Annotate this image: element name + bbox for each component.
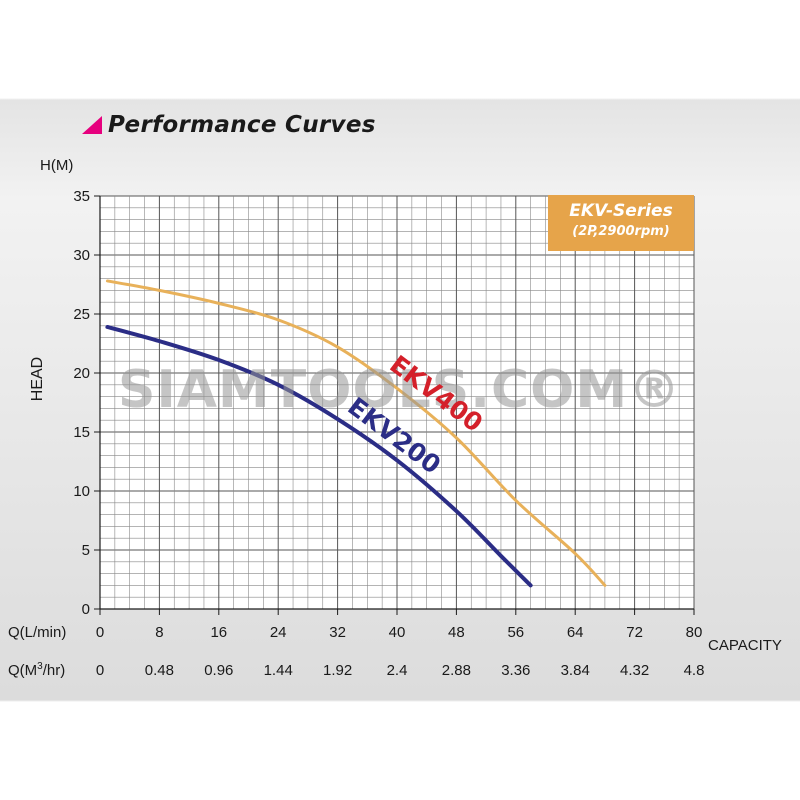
x-tick-label-m3hr: 3.36: [501, 662, 530, 679]
y-ticks: 0 5 10 15 20 25 30 35: [73, 188, 100, 618]
x-tick-label-lmin: 64: [567, 624, 584, 641]
watermark: SIAMTOOLS.COM®: [118, 360, 682, 420]
x-tick-label-lmin: 16: [210, 624, 227, 641]
y-tick-label: 30: [73, 247, 90, 264]
x-tick-label-m3hr: 1.92: [323, 662, 352, 679]
x-row-label-m3hr: Q(M3/hr): [8, 661, 66, 679]
x-row-label-lmin: Q(L/min): [8, 624, 67, 641]
x-tick-label-m3hr: 0.48: [145, 662, 174, 679]
y-tick-label: 25: [73, 306, 90, 323]
y-tick-label: 5: [82, 542, 90, 559]
x-tick-label-lmin: 48: [448, 624, 465, 641]
y-tick-label: 15: [73, 424, 90, 441]
x-tick-label-lmin: 40: [389, 624, 406, 641]
x-axis-label: CAPACITY: [708, 637, 782, 654]
chart-title: Performance Curves: [108, 112, 376, 138]
series-line-ekv200: [105, 324, 533, 588]
series-box-subtitle: (2P,2900rpm): [572, 224, 670, 239]
x-tick-label-lmin: 32: [329, 624, 346, 641]
y-tick-label: 0: [82, 601, 90, 618]
x-ticks-m3hr: 0 0.48 0.96 1.44 1.92 2.4 2.88 3.36 3.84 4.32 4.8: [96, 662, 705, 679]
x-tick-label-m3hr: 3.84: [561, 662, 590, 679]
grid: [99, 195, 695, 610]
series-line-ekv400: [105, 279, 607, 587]
series-box-title: EKV-Series: [569, 201, 673, 221]
x-tick-label-m3hr: 0.96: [204, 662, 233, 679]
x-tick-label-m3hr: 2.4: [387, 662, 408, 679]
x-tick-label-m3hr: 1.44: [264, 662, 293, 679]
triangle-icon: [82, 116, 102, 134]
chart-heading: Performance Curves: [82, 112, 376, 138]
series-legend-box: EKV-Series (2P,2900rpm): [548, 195, 694, 251]
x-tick-label-lmin: 0: [96, 624, 104, 641]
x-tick-label-m3hr: 4.8: [684, 662, 705, 679]
y-unit-label: H(M): [40, 157, 74, 174]
y-tick-label: 35: [73, 188, 90, 205]
x-tick-label-m3hr: 2.88: [442, 662, 471, 679]
x-tick-label-m3hr: 4.32: [620, 662, 649, 679]
x-ticks-lmin: 0 8 16 24 32 40 48 56 64 72 80: [96, 609, 703, 641]
y-tick-label: 20: [73, 365, 90, 382]
x-tick-label-lmin: 24: [270, 624, 287, 641]
x-tick-label-lmin: 8: [155, 624, 163, 641]
x-tick-label-lmin: 56: [507, 624, 524, 641]
curves: [105, 279, 607, 588]
x-tick-label-m3hr: 0: [96, 662, 104, 679]
x-tick-label-lmin: 72: [626, 624, 643, 641]
y-tick-label: 10: [73, 483, 90, 500]
x-tick-label-lmin: 80: [686, 624, 703, 641]
